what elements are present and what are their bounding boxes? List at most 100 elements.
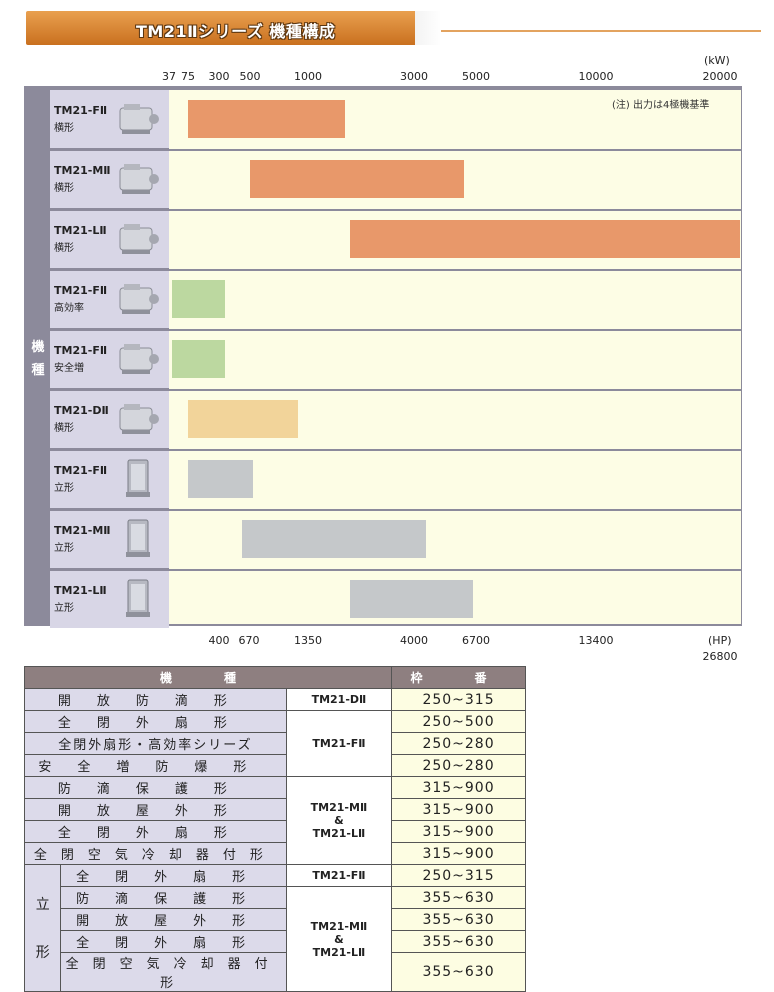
row-type: 全閉外扇形 <box>24 820 287 843</box>
row-frame: 315~900 <box>391 820 526 843</box>
row-frame: 250~500 <box>391 710 526 733</box>
row-label: TM21-LⅡ 立形 <box>50 570 169 628</box>
row-model-type: 立形 <box>54 483 74 494</box>
motor-icon <box>126 579 150 617</box>
motor-icon <box>126 519 150 557</box>
row-model-name: TM21-FⅡ <box>54 284 108 297</box>
row-model-type: 高効率 <box>54 303 84 314</box>
row-separator <box>50 569 742 571</box>
kw-unit-label: (kW) <box>704 54 730 67</box>
vertical-group-label: 立形 <box>23 864 62 992</box>
row-frame: 250~280 <box>391 754 526 777</box>
row-separator <box>50 389 742 391</box>
row-label: TM21-DⅡ 横形 <box>50 390 169 448</box>
motor-icon <box>119 164 159 194</box>
kw-tick-label: 1000 <box>294 70 322 83</box>
hp-tick-label: 6700 <box>462 634 490 647</box>
row-model-type: 横形 <box>54 243 74 254</box>
table-row: 立形全閉外扇形 TM21-FⅡ 250~315 <box>23 864 526 992</box>
table-row: 全閉空気冷却器付形 315~900 <box>24 842 526 865</box>
motor-icon <box>119 224 159 254</box>
hp-tick-label: 13400 <box>578 634 614 647</box>
row-model-type: 横形 <box>54 123 74 134</box>
table-row: 開放防滴形 TM21-DⅡ 250~315 <box>24 688 526 711</box>
motor-icon <box>119 284 159 314</box>
row-label: TM21-LⅡ 横形 <box>50 210 169 268</box>
range-bar <box>172 280 226 318</box>
row-separator <box>50 269 742 271</box>
kw-tick-label: 500 <box>239 70 261 83</box>
row-frame: 355~630 <box>391 952 526 992</box>
row-model-name: TM21-DⅡ <box>54 404 109 417</box>
table-row: 全閉外扇形 355~630 <box>25 930 526 953</box>
row-label: TM21-FⅡ 安全増 <box>50 330 169 388</box>
table-row: 防滴保護形 TM21-MⅡ & TM21-LⅡ 355~630 <box>25 886 526 992</box>
banner-cap <box>415 11 441 45</box>
row-separator <box>50 509 742 511</box>
kw-tick-label: 300 <box>208 70 230 83</box>
side-label-char: 機 <box>31 340 45 355</box>
row-type: 防滴保護形 <box>24 776 287 799</box>
row-model-type: 横形 <box>54 183 74 194</box>
kw-tick-label: 75 <box>181 70 195 83</box>
table-row: 安全増防爆形 250~280 <box>24 754 526 777</box>
row-model-name: TM21-LⅡ <box>54 224 107 237</box>
row-type: 開放屋外形 <box>24 798 287 821</box>
motor-icon <box>119 344 159 374</box>
title-rule <box>441 30 761 32</box>
row-type: 開放防滴形 <box>24 688 287 711</box>
hp-tick-label: 400 <box>208 634 230 647</box>
range-bar <box>188 400 298 438</box>
row-frame: 355~630 <box>391 886 526 909</box>
kw-tick-label: 20000 <box>702 70 738 83</box>
motor-icon <box>119 104 159 134</box>
row-model: TM21-MⅡ & TM21-LⅡ <box>285 776 393 865</box>
row-type: 全閉外扇形 <box>24 710 287 733</box>
row-frame: 355~630 <box>391 930 526 953</box>
kw-tick-label: 3000 <box>400 70 428 83</box>
row-model-name: TM21-LⅡ <box>54 584 107 597</box>
range-bar <box>172 340 226 378</box>
row-model-type: 立形 <box>54 603 74 614</box>
kw-tick-label: 10000 <box>578 70 614 83</box>
table-header-row: 機 種 枠 番 <box>23 666 526 689</box>
chart-note: (注) 出力は4極機基準 <box>612 100 710 111</box>
row-separator <box>50 149 742 151</box>
side-label-char: 種 <box>31 363 45 378</box>
row-label: TM21-MⅡ 立形 <box>50 510 169 568</box>
range-bar <box>350 220 740 258</box>
range-bar <box>250 160 464 198</box>
header-type: 機 種 <box>23 666 393 689</box>
row-type: 防滴保護形 <box>60 886 287 909</box>
hp-tick-label: 4000 <box>400 634 428 647</box>
motor-icon <box>126 459 150 497</box>
row-separator <box>50 209 742 211</box>
row-frame: 250~280 <box>391 732 526 755</box>
table-row: 全閉外扇形 315~900 <box>24 820 526 843</box>
row-model-name: TM21-FⅡ <box>54 104 108 117</box>
motor-icon <box>119 404 159 434</box>
row-type: 全閉空気冷却器付形 <box>60 952 287 992</box>
row-model-type: 立形 <box>54 543 74 554</box>
row-label: TM21-FⅡ 高効率 <box>50 270 169 328</box>
table-row: 全閉空気冷却器付形 355~630 <box>25 952 526 992</box>
table-body: 開放防滴形 TM21-DⅡ 250~315 全閉外扇形 TM21-FⅡ 250~500 全閉… <box>23 688 526 992</box>
range-bar <box>242 520 427 558</box>
hp-tick-label: 670 <box>238 634 260 647</box>
row-label: TM21-FⅡ 立形 <box>50 450 169 508</box>
row-label: TM21-MⅡ 横形 <box>50 150 169 208</box>
header-frame: 枠 番 <box>391 666 526 689</box>
hp-tick-label: 26800 <box>702 650 738 663</box>
range-bar <box>188 460 254 498</box>
table-row: 全閉外扇形 TM21-FⅡ 250~500 <box>24 710 526 777</box>
row-separator <box>50 329 742 331</box>
table-row: 防滴保護形 TM21-MⅡ & TM21-LⅡ 315~900 <box>24 776 526 865</box>
table-row: 開放屋外形 355~630 <box>25 908 526 931</box>
side-label: 機 種 <box>28 90 48 624</box>
table-row: 開放屋外形 315~900 <box>24 798 526 821</box>
row-type: 全閉外扇形 <box>60 930 287 953</box>
row-model-type: 横形 <box>54 423 74 434</box>
row-model: TM21-FⅡ <box>285 864 393 887</box>
hp-tick-label: 1350 <box>294 634 322 647</box>
row-frame: 315~900 <box>391 798 526 821</box>
